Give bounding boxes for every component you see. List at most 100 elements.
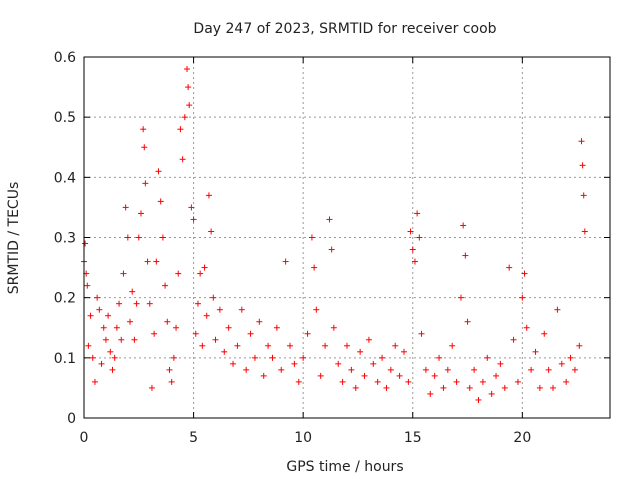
data-point [493, 372, 500, 379]
data-point [162, 282, 169, 289]
data-point [140, 126, 147, 133]
data-point [528, 366, 535, 373]
data-point [203, 312, 210, 319]
data-point [427, 390, 434, 397]
data-point [497, 360, 504, 367]
data-point [199, 342, 206, 349]
data-point [159, 234, 166, 241]
data-point [210, 294, 217, 301]
y-tick-label: 0.3 [54, 231, 76, 247]
y-tick-label: 0.5 [54, 110, 76, 126]
data-point [131, 336, 138, 343]
data-point [111, 354, 118, 361]
data-point [155, 168, 162, 175]
data-point [374, 378, 381, 385]
data-point [188, 204, 195, 211]
data-point [94, 294, 101, 301]
data-point [192, 330, 199, 337]
data-point [168, 378, 175, 385]
data-point [142, 180, 149, 187]
data-point [580, 192, 587, 199]
data-point [295, 378, 302, 385]
data-point [265, 342, 272, 349]
data-point [238, 306, 245, 313]
data-point [194, 300, 201, 307]
data-point [269, 354, 276, 361]
data-point [247, 330, 254, 337]
data-point [488, 390, 495, 397]
data-point [308, 234, 315, 241]
data-point [510, 336, 517, 343]
data-point [453, 378, 460, 385]
data-point [137, 210, 144, 217]
data-point [449, 342, 456, 349]
data-point [166, 366, 173, 373]
data-point [521, 270, 528, 277]
data-point [181, 114, 188, 121]
data-point [208, 228, 215, 235]
data-point [127, 318, 134, 325]
data-point [278, 366, 285, 373]
data-point [471, 366, 478, 373]
y-tick-label: 0 [67, 411, 76, 427]
data-point [409, 246, 416, 253]
x-tick-label: 5 [189, 430, 198, 446]
data-point [545, 366, 552, 373]
data-point [273, 324, 280, 331]
data-point [460, 222, 467, 229]
data-point [317, 372, 324, 379]
data-point [82, 240, 89, 247]
data-point [118, 336, 125, 343]
data-point [141, 144, 148, 151]
data-point [260, 372, 267, 379]
data-point [339, 378, 346, 385]
data-point [536, 384, 543, 391]
data-point [96, 306, 103, 313]
data-point [173, 324, 180, 331]
data-point [205, 192, 212, 199]
data-point [164, 318, 171, 325]
data-point [225, 324, 232, 331]
data-point [414, 210, 421, 217]
data-point [457, 294, 464, 301]
data-point [407, 228, 414, 235]
data-point [330, 324, 337, 331]
data-point [148, 384, 155, 391]
data-point [400, 348, 407, 355]
data-point [550, 384, 557, 391]
data-point [175, 270, 182, 277]
y-tick-label: 0.2 [54, 291, 76, 307]
x-tick-label: 10 [294, 430, 312, 446]
data-point [216, 306, 223, 313]
data-point [243, 366, 250, 373]
y-tick-label: 0.4 [54, 170, 76, 186]
data-point [383, 384, 390, 391]
data-point [558, 360, 565, 367]
data-point [105, 312, 112, 319]
data-point [179, 156, 186, 163]
data-point [571, 366, 578, 373]
data-point [185, 84, 192, 91]
data-point [436, 354, 443, 361]
axis-ticks: 0 0.1 0.2 0.3 0.4 0.5 0.6 0 5 10 15 20 [54, 50, 610, 446]
data-point [84, 282, 91, 289]
data-point [120, 270, 127, 277]
data-point [190, 216, 197, 223]
data-point [416, 234, 423, 241]
data-point [287, 342, 294, 349]
data-point [144, 258, 151, 265]
data-point [466, 384, 473, 391]
x-tick-label: 20 [513, 430, 531, 446]
data-point [129, 288, 136, 295]
data-point [100, 324, 107, 331]
data-point [554, 306, 561, 313]
data-point [501, 384, 508, 391]
data-point [256, 318, 263, 325]
data-point [405, 378, 412, 385]
data-point [576, 342, 583, 349]
x-tick-label: 0 [80, 430, 89, 446]
data-point [91, 378, 98, 385]
data-point [396, 372, 403, 379]
data-point [234, 342, 241, 349]
